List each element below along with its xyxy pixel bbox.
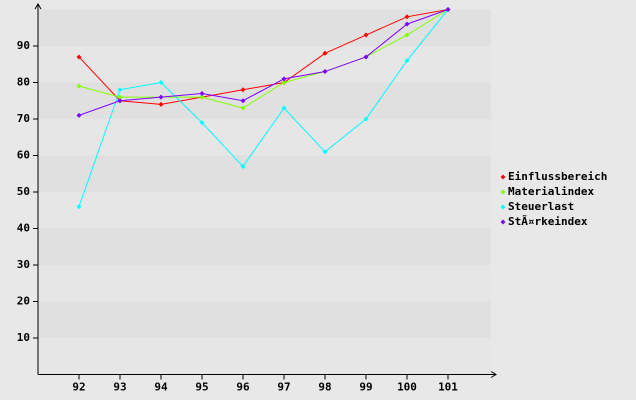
x-tick-label: 92 [72,381,85,394]
y-tick-label: 90 [17,39,30,52]
data-point [158,80,164,85]
data-point [76,54,82,60]
data-point [363,32,369,38]
data-point [117,98,123,104]
data-point [322,149,328,155]
data-point [199,90,205,96]
y-tick-label: 40 [17,222,30,235]
grid-band [38,338,491,375]
y-tick-label: 50 [17,185,30,198]
grid-band [38,301,491,338]
x-tick-label: 93 [113,381,126,394]
legend-marker [500,189,506,195]
y-tick-label: 60 [17,149,30,162]
series-line [78,9,449,105]
data-point [158,94,164,100]
y-tick-label: 10 [17,331,30,344]
data-point [199,94,205,100]
x-tick-label: 96 [236,381,250,394]
data-point [158,101,164,107]
data-point [240,87,246,93]
data-point [363,54,369,60]
data-point [281,80,287,85]
legend-label: Einflussbereich [508,170,607,183]
legend-marker [500,174,506,180]
y-axis-arrow [34,3,42,10]
grid-band [38,228,491,265]
x-tick-label: 100 [397,381,417,394]
x-tick-label: 97 [277,381,290,394]
grid-band [38,82,491,119]
x-tick-label: 99 [359,381,372,394]
series-line [78,9,449,109]
x-tick-label: 95 [195,381,208,394]
data-point [76,112,82,118]
x-tick-label: 98 [318,381,331,394]
series-line [78,9,449,116]
data-point [117,94,123,100]
data-point [76,204,82,210]
x-tick-label: 94 [154,381,168,394]
grid-band [38,155,491,192]
grid-band [38,119,491,156]
legend-label: Materialindex [508,185,594,198]
legend-marker [500,204,506,210]
y-tick-label: 80 [17,76,30,89]
data-point [404,14,410,20]
y-tick-label: 70 [17,112,30,125]
legend-marker [500,219,506,225]
data-point [322,50,328,56]
data-point [445,7,451,12]
grid-band [38,46,491,83]
grid-band [38,265,491,302]
data-point [404,32,410,38]
data-point [404,58,410,64]
legend-label: StÃ¤rkeindex [508,215,588,228]
data-point [281,76,287,82]
data-point [240,98,246,104]
data-point [281,105,287,111]
data-point [199,120,205,126]
x-tick-label: 101 [438,381,458,394]
data-point [322,69,328,75]
x-axis-arrow [490,371,497,378]
data-point [240,105,246,111]
data-point [363,116,369,122]
data-point [117,87,123,93]
y-tick-label: 20 [17,295,30,308]
data-point [404,21,410,27]
grid-band [38,192,491,229]
y-tick-label: 30 [17,258,30,271]
data-point [76,83,82,89]
legend-label: Steuerlast [508,200,574,213]
series-line [78,9,449,207]
data-point [240,163,246,169]
